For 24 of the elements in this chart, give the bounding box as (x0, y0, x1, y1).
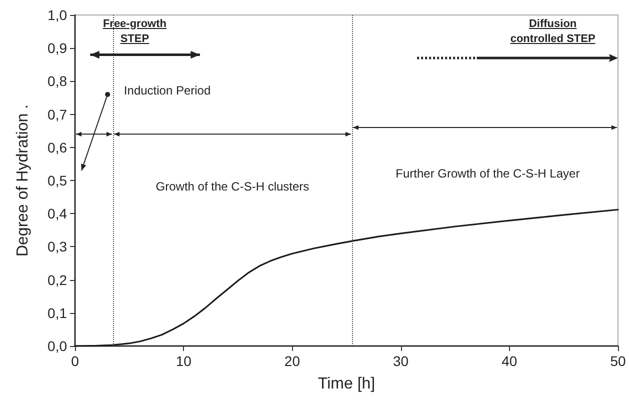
y-tick-label: 0,8 (48, 73, 68, 90)
y-tick-label: 0,2 (48, 272, 68, 288)
x-tick-label: 10 (176, 353, 192, 369)
annotation: Free-growth STEP (102, 16, 166, 47)
x-tick-label: 40 (502, 353, 518, 369)
y-tick-label: 0,6 (48, 139, 68, 156)
x-tick-label: 20 (284, 353, 300, 369)
x-tick-label: 50 (610, 353, 626, 369)
annotation: Further Growth of the C-S-H Layer (396, 166, 580, 182)
y-tick-label: 0,5 (48, 172, 68, 188)
y-tick-label: 0,0 (48, 338, 68, 354)
y-tick-label: 0,7 (48, 106, 68, 122)
y-tick-label: 0,4 (48, 206, 68, 222)
y-tick-label: 0,1 (48, 304, 68, 321)
y-tick-label: 0,9 (48, 40, 68, 56)
y-tick-label: 0,3 (48, 238, 68, 255)
annotation: Induction Period (124, 84, 211, 99)
y-axis-title: Degree of Hydration . (14, 104, 32, 257)
x-tick-label: 0 (71, 353, 80, 369)
x-axis-title: Time [h] (318, 376, 376, 392)
y-tick-label: 1,0 (48, 7, 68, 23)
annotation: Diffusion controlled STEP (510, 16, 596, 47)
x-tick-label: 30 (393, 353, 409, 369)
annotation: Growth of the C-S-H clusters (156, 180, 310, 195)
